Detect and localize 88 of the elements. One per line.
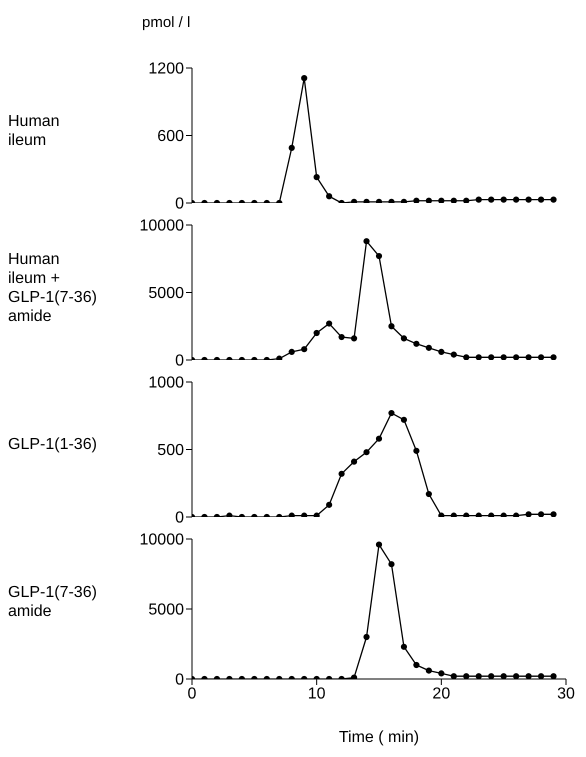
point (426, 668, 432, 674)
point (476, 354, 482, 360)
x-tick-label: 0 (188, 685, 197, 702)
point (538, 511, 544, 517)
point (301, 346, 308, 352)
point (363, 238, 370, 244)
y-tick-label: 10000 (140, 532, 184, 549)
point (550, 196, 557, 203)
point (413, 340, 420, 347)
y-tick-label: 5000 (148, 602, 184, 619)
point (376, 252, 382, 260)
point (350, 458, 358, 465)
point (400, 644, 408, 650)
point (450, 673, 457, 679)
point (438, 198, 444, 203)
text: GLP-1(1-36) (8, 435, 98, 455)
point (400, 335, 408, 342)
point (413, 662, 420, 668)
point (513, 673, 520, 679)
point (338, 334, 345, 340)
x-tick-label: 20 (432, 685, 450, 702)
point (301, 75, 308, 82)
point (500, 196, 507, 203)
y-axis-title: pmol / l (142, 14, 190, 31)
point (288, 348, 295, 355)
x-tick-label: 10 (308, 685, 326, 702)
point (526, 511, 532, 517)
point (413, 448, 420, 454)
y-tick-label: 600 (157, 128, 184, 146)
point (500, 354, 507, 360)
point (463, 673, 470, 679)
point (363, 449, 370, 456)
point (388, 561, 395, 568)
point (338, 470, 345, 477)
point (350, 335, 358, 342)
point (400, 416, 408, 423)
point (438, 670, 444, 676)
point (388, 323, 395, 330)
y-tick-label: 10000 (140, 218, 184, 235)
y-tick-label: 1200 (148, 60, 184, 78)
point (326, 320, 332, 327)
point (526, 673, 532, 679)
point (550, 354, 557, 360)
x-axis-title: Time ( min) (338, 729, 420, 746)
y-tick-label: 0 (175, 196, 184, 213)
point (538, 196, 544, 203)
point (450, 198, 457, 203)
point (550, 511, 557, 517)
point (438, 348, 444, 355)
point (513, 196, 520, 203)
point (363, 634, 370, 640)
text: Human ileum (8, 112, 61, 150)
point (314, 174, 320, 180)
point (538, 673, 544, 679)
point (526, 196, 532, 203)
text: Human ileum + GLP-1(7-36) amide (8, 250, 98, 326)
point (314, 330, 320, 336)
point (376, 542, 382, 548)
point (426, 198, 432, 203)
y-tick-label: 5000 (148, 285, 184, 302)
point (450, 352, 457, 358)
y-tick-label: 0 (175, 510, 184, 527)
point (476, 196, 482, 203)
y-tick-label: 0 (175, 672, 184, 689)
x-tick-label: 30 (557, 685, 575, 702)
y-tick-label: 1000 (148, 374, 184, 392)
point (488, 673, 494, 679)
point (388, 410, 395, 416)
point (376, 436, 382, 442)
point (426, 344, 432, 351)
point (538, 354, 544, 360)
point (463, 354, 470, 360)
text: GLP-1(7-36) amide (8, 582, 98, 622)
point (463, 198, 470, 203)
point (426, 490, 432, 498)
y-tick-label: 0 (175, 352, 184, 370)
point (526, 354, 532, 360)
point (513, 354, 520, 360)
point (550, 673, 557, 679)
point (413, 198, 420, 203)
point (476, 673, 482, 679)
y-tick-label: 500 (157, 442, 184, 460)
point (488, 196, 494, 203)
point (488, 354, 494, 360)
point (288, 144, 295, 151)
point (326, 193, 332, 200)
point (500, 673, 507, 679)
point (326, 502, 332, 508)
